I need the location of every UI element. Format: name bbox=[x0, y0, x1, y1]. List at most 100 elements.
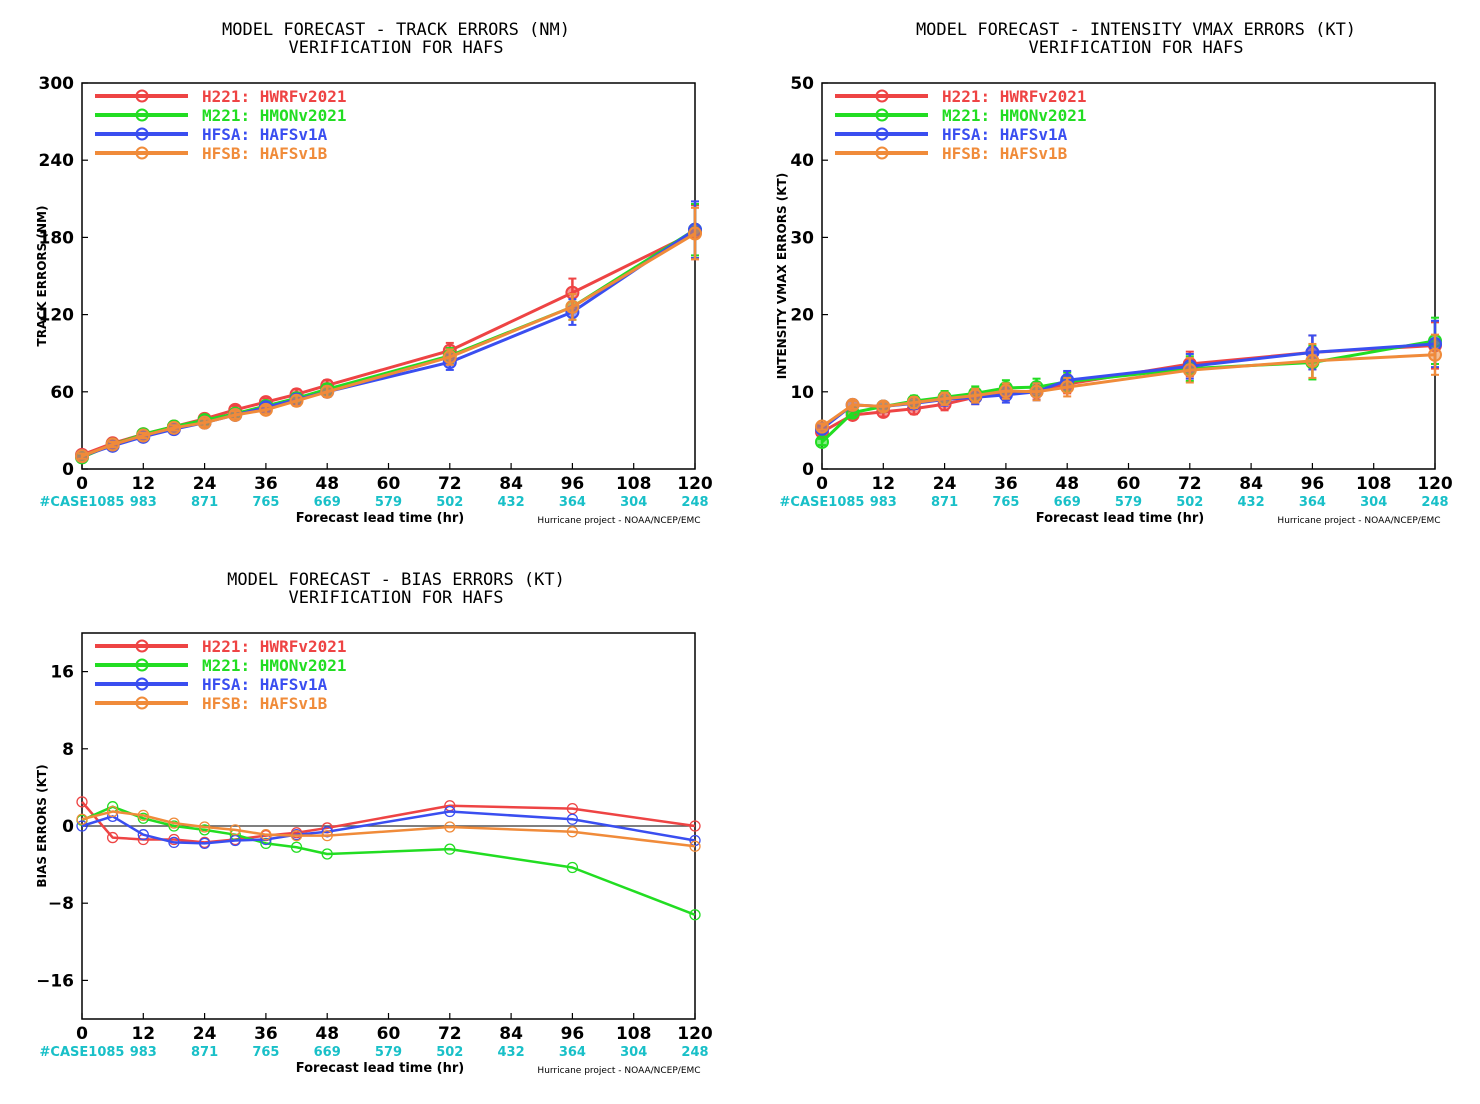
legend-label: M221: HMONv2021 bbox=[202, 106, 347, 125]
plot-area: 0601201802403000#CASE1085129832487136765… bbox=[39, 74, 713, 510]
y-axis-label: TRACK ERRORS (NM) bbox=[35, 206, 49, 347]
data-point bbox=[320, 384, 335, 399]
x-tick-label: 0 bbox=[76, 474, 88, 494]
data-point bbox=[815, 434, 829, 449]
x-tick-label: 84 bbox=[499, 1024, 523, 1044]
x-tick-label: 24 bbox=[933, 474, 957, 494]
case-count-label: 765 bbox=[252, 495, 279, 510]
data-point bbox=[289, 393, 304, 408]
legend-marker bbox=[135, 146, 149, 160]
data-point bbox=[845, 397, 860, 412]
intensity-errors-panel: MODEL FORECAST - INTENSITY VMAX ERRORS (… bbox=[775, 20, 1453, 526]
case-count-label: 248 bbox=[681, 1045, 708, 1060]
x-tick-label: 84 bbox=[1239, 474, 1263, 494]
y-tick-label: 60 bbox=[50, 383, 74, 403]
x-tick-label: 108 bbox=[616, 474, 652, 494]
y-tick-label: −16 bbox=[36, 971, 74, 991]
data-point bbox=[444, 821, 456, 833]
plot-area: −16−808160#CASE1085129832487136765486696… bbox=[36, 632, 713, 1060]
chart-title: MODEL FORECAST - BIAS ERRORS (KT) bbox=[227, 570, 565, 590]
data-point bbox=[137, 829, 149, 841]
legend-marker bbox=[875, 146, 889, 160]
y-tick-label: 8 bbox=[62, 740, 74, 760]
case-count-label: #CASE1085 bbox=[780, 495, 865, 510]
legend-label: HFSB: HAFSv1B bbox=[202, 694, 328, 713]
x-tick-label: 36 bbox=[254, 474, 278, 494]
data-point bbox=[107, 831, 119, 844]
y-tick-label: −8 bbox=[48, 894, 74, 914]
y-tick-label: 10 bbox=[790, 383, 814, 403]
legend-marker bbox=[135, 696, 149, 710]
x-tick-label: 108 bbox=[1356, 474, 1392, 494]
data-point bbox=[229, 824, 241, 836]
case-count-label: 248 bbox=[681, 495, 708, 510]
data-point bbox=[815, 419, 829, 434]
case-count-label: 579 bbox=[375, 495, 402, 510]
data-point bbox=[321, 830, 333, 842]
data-point bbox=[444, 805, 456, 818]
case-count-label: 871 bbox=[191, 495, 218, 510]
x-tick-label: 120 bbox=[677, 474, 713, 494]
legend-marker bbox=[875, 89, 889, 103]
data-point bbox=[260, 829, 272, 841]
data-point bbox=[137, 809, 149, 822]
y-tick-label: 0 bbox=[802, 460, 814, 480]
case-count-label: 502 bbox=[1176, 495, 1203, 510]
case-count-label: 304 bbox=[620, 495, 647, 510]
legend-label: HFSA: HAFSv1A bbox=[202, 125, 328, 144]
data-point bbox=[321, 848, 333, 860]
legend-marker bbox=[135, 89, 149, 103]
series-3 bbox=[76, 805, 701, 850]
legend-label: HFSA: HAFSv1A bbox=[942, 125, 1068, 144]
case-count-label: 364 bbox=[1299, 495, 1326, 510]
x-tick-label: 72 bbox=[1178, 474, 1202, 494]
data-point bbox=[566, 861, 579, 874]
data-point bbox=[76, 813, 88, 825]
x-axis-label: Forecast lead time (hr) bbox=[1036, 511, 1204, 526]
y-tick-label: 16 bbox=[50, 663, 74, 683]
case-count-label: 765 bbox=[252, 1045, 279, 1060]
case-count-label: 432 bbox=[498, 1045, 525, 1060]
data-point bbox=[876, 399, 891, 414]
y-axis-label: INTENSITY VMAX ERRORS (KT) bbox=[775, 173, 789, 379]
x-tick-label: 48 bbox=[315, 1024, 339, 1044]
y-tick-label: 0 bbox=[62, 817, 74, 837]
case-count-label: 248 bbox=[1421, 495, 1448, 510]
case-count-label: #CASE1085 bbox=[40, 1045, 125, 1060]
case-count-label: 983 bbox=[130, 1045, 157, 1060]
data-point bbox=[166, 420, 181, 435]
x-axis-label: Forecast lead time (hr) bbox=[296, 511, 464, 526]
x-tick-label: 60 bbox=[1117, 474, 1141, 494]
data-point bbox=[105, 437, 120, 452]
y-tick-label: 300 bbox=[39, 74, 75, 94]
x-tick-label: 36 bbox=[254, 1024, 278, 1044]
data-point bbox=[228, 407, 243, 422]
x-tick-label: 84 bbox=[499, 474, 523, 494]
legend-marker bbox=[135, 639, 149, 653]
legend-marker bbox=[875, 108, 889, 122]
data-point bbox=[198, 824, 211, 836]
data-point bbox=[168, 820, 180, 832]
data-point bbox=[75, 449, 89, 464]
data-point bbox=[290, 841, 303, 853]
data-point bbox=[1029, 384, 1044, 399]
data-point bbox=[565, 299, 580, 314]
x-tick-label: 24 bbox=[193, 1024, 217, 1044]
data-point bbox=[290, 830, 303, 842]
data-point bbox=[688, 226, 702, 241]
legend-marker bbox=[135, 677, 149, 691]
chart-title: MODEL FORECAST - INTENSITY VMAX ERRORS (… bbox=[916, 20, 1356, 40]
data-point bbox=[689, 909, 701, 921]
legend-marker bbox=[135, 108, 149, 122]
series-2 bbox=[815, 316, 1442, 449]
y-tick-label: 180 bbox=[39, 228, 75, 248]
y-tick-label: 120 bbox=[39, 306, 75, 326]
case-count-label: 871 bbox=[191, 1045, 218, 1060]
legend-label: M221: HMONv2021 bbox=[202, 656, 347, 675]
plot-area: 010203040500#CASE10851298324871367654866… bbox=[780, 74, 1453, 510]
y-axis-label: BIAS ERRORS (KT) bbox=[35, 764, 49, 887]
case-count-label: 432 bbox=[1238, 495, 1265, 510]
